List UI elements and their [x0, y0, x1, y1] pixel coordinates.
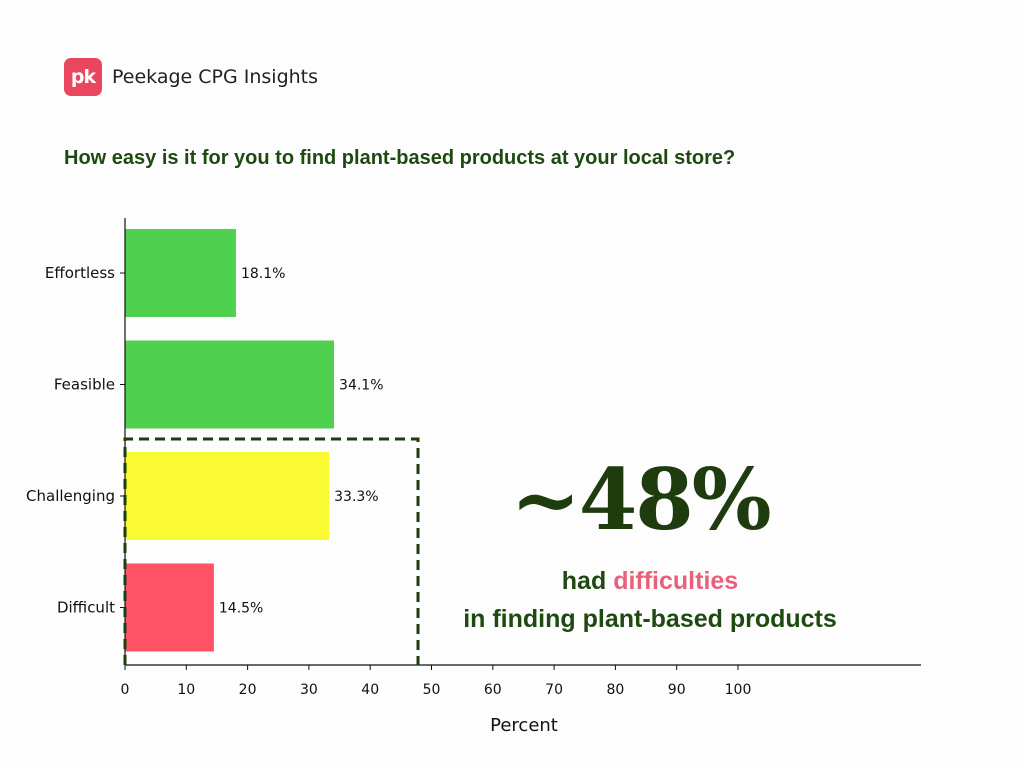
category-label: Effortless: [45, 264, 115, 282]
callout-text: had difficulties in finding plant-based …: [430, 562, 870, 638]
bar-difficult: [125, 563, 214, 652]
callout-highlight: difficulties: [613, 567, 739, 595]
x-tick-label: 90: [668, 682, 686, 698]
x-tick-label: 80: [606, 682, 624, 698]
x-tick-label: 50: [423, 682, 441, 698]
x-tick-label: 20: [239, 682, 257, 698]
value-label: 18.1%: [241, 266, 285, 282]
value-label: 34.1%: [339, 378, 383, 394]
brand-name: Peekage CPG Insights: [112, 66, 319, 88]
category-label: Challenging: [26, 487, 115, 505]
callout-line-2: in finding plant-based products: [463, 605, 837, 633]
category-label: Feasible: [54, 376, 115, 394]
x-tick-label: 10: [177, 682, 195, 698]
bar-feasible: [125, 340, 335, 429]
x-tick-label: 60: [484, 682, 502, 698]
bar-challenging: [125, 452, 330, 540]
value-label: 14.5%: [219, 601, 263, 617]
x-axis-title: Percent: [490, 715, 558, 736]
callout-percentage: ~48%: [510, 450, 771, 549]
x-tick-label: 30: [300, 682, 318, 698]
brand-logo-icon: pk: [64, 58, 102, 96]
highlight-box: [123, 437, 420, 665]
category-label: Difficult: [57, 599, 115, 617]
brand-header: pk Peekage CPG Insights: [64, 58, 318, 96]
value-label: 33.3%: [334, 489, 378, 505]
x-tick-label: 40: [361, 682, 379, 698]
chart-title: How easy is it for you to find plant-bas…: [64, 147, 736, 169]
x-tick-label: 100: [725, 682, 752, 698]
callout-prefix: had: [561, 567, 614, 595]
x-tick-label: 0: [121, 682, 130, 698]
x-tick-label: 70: [545, 682, 563, 698]
bar-effortless: [125, 229, 236, 317]
callout-line-1: had difficulties: [430, 562, 870, 600]
